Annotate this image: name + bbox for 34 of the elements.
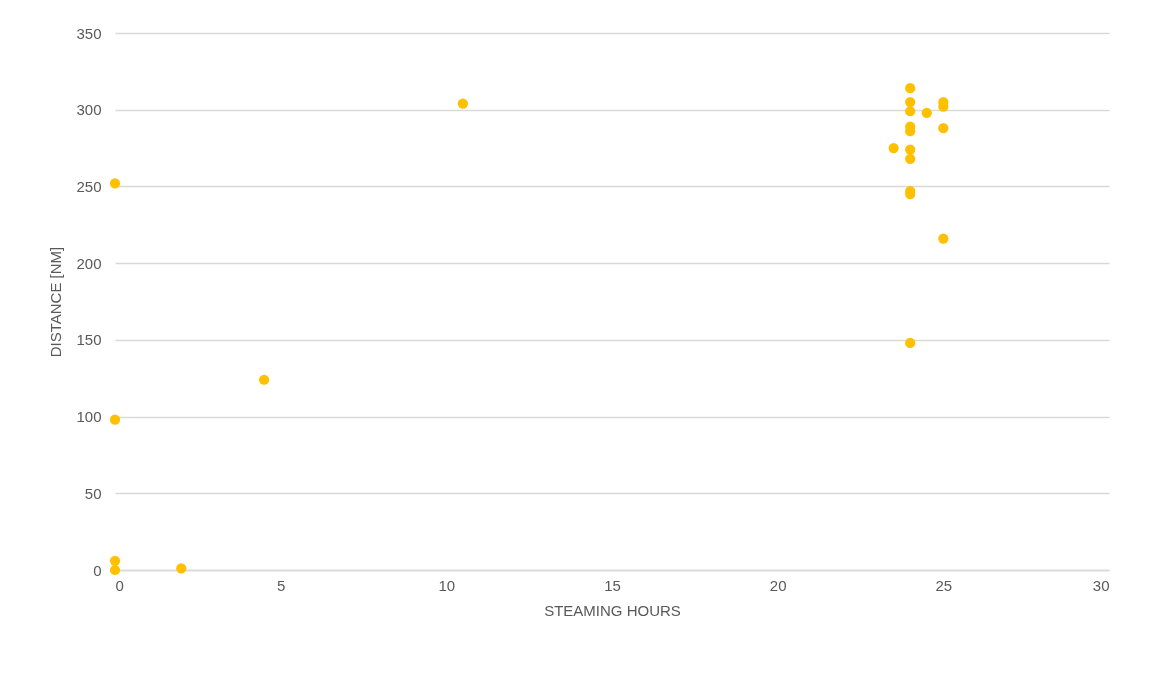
- point: [109, 564, 121, 576]
- y-tick-label: 150: [76, 331, 102, 349]
- y-tick-label: 50: [84, 484, 102, 502]
- x-tick-label: 5: [276, 576, 286, 594]
- x-tick-label: 15: [604, 576, 621, 594]
- y-tick-label: 250: [76, 177, 102, 195]
- point: [176, 563, 187, 574]
- point: [938, 123, 949, 134]
- x-tick-label: 30: [1092, 576, 1110, 594]
- x-tick-label: 10: [438, 576, 456, 594]
- point: [905, 83, 916, 94]
- x-tick-label: 0: [115, 576, 124, 594]
- point: [905, 96, 916, 108]
- x-tick-label: 25: [935, 576, 953, 594]
- x-axis-title: STEAMING HOURS: [544, 601, 681, 619]
- point: [921, 107, 932, 118]
- y-tick-label: 200: [76, 254, 102, 272]
- point: [258, 374, 270, 385]
- point: [905, 144, 916, 155]
- point: [109, 178, 121, 189]
- point: [905, 106, 916, 117]
- y-tick-label: 350: [76, 24, 102, 42]
- x-tick-label: 20: [769, 576, 787, 594]
- y-axis-title: DISTANCE [NM]: [47, 246, 65, 358]
- point: [109, 414, 121, 425]
- y-tick-label: 300: [76, 101, 102, 119]
- y-tick-label: 100: [76, 408, 102, 426]
- point: [905, 153, 916, 164]
- point: [938, 233, 949, 244]
- y-tick-label: 0: [93, 561, 102, 579]
- point: [888, 142, 899, 154]
- point: [905, 337, 916, 349]
- point: [109, 555, 121, 566]
- point: [457, 98, 469, 109]
